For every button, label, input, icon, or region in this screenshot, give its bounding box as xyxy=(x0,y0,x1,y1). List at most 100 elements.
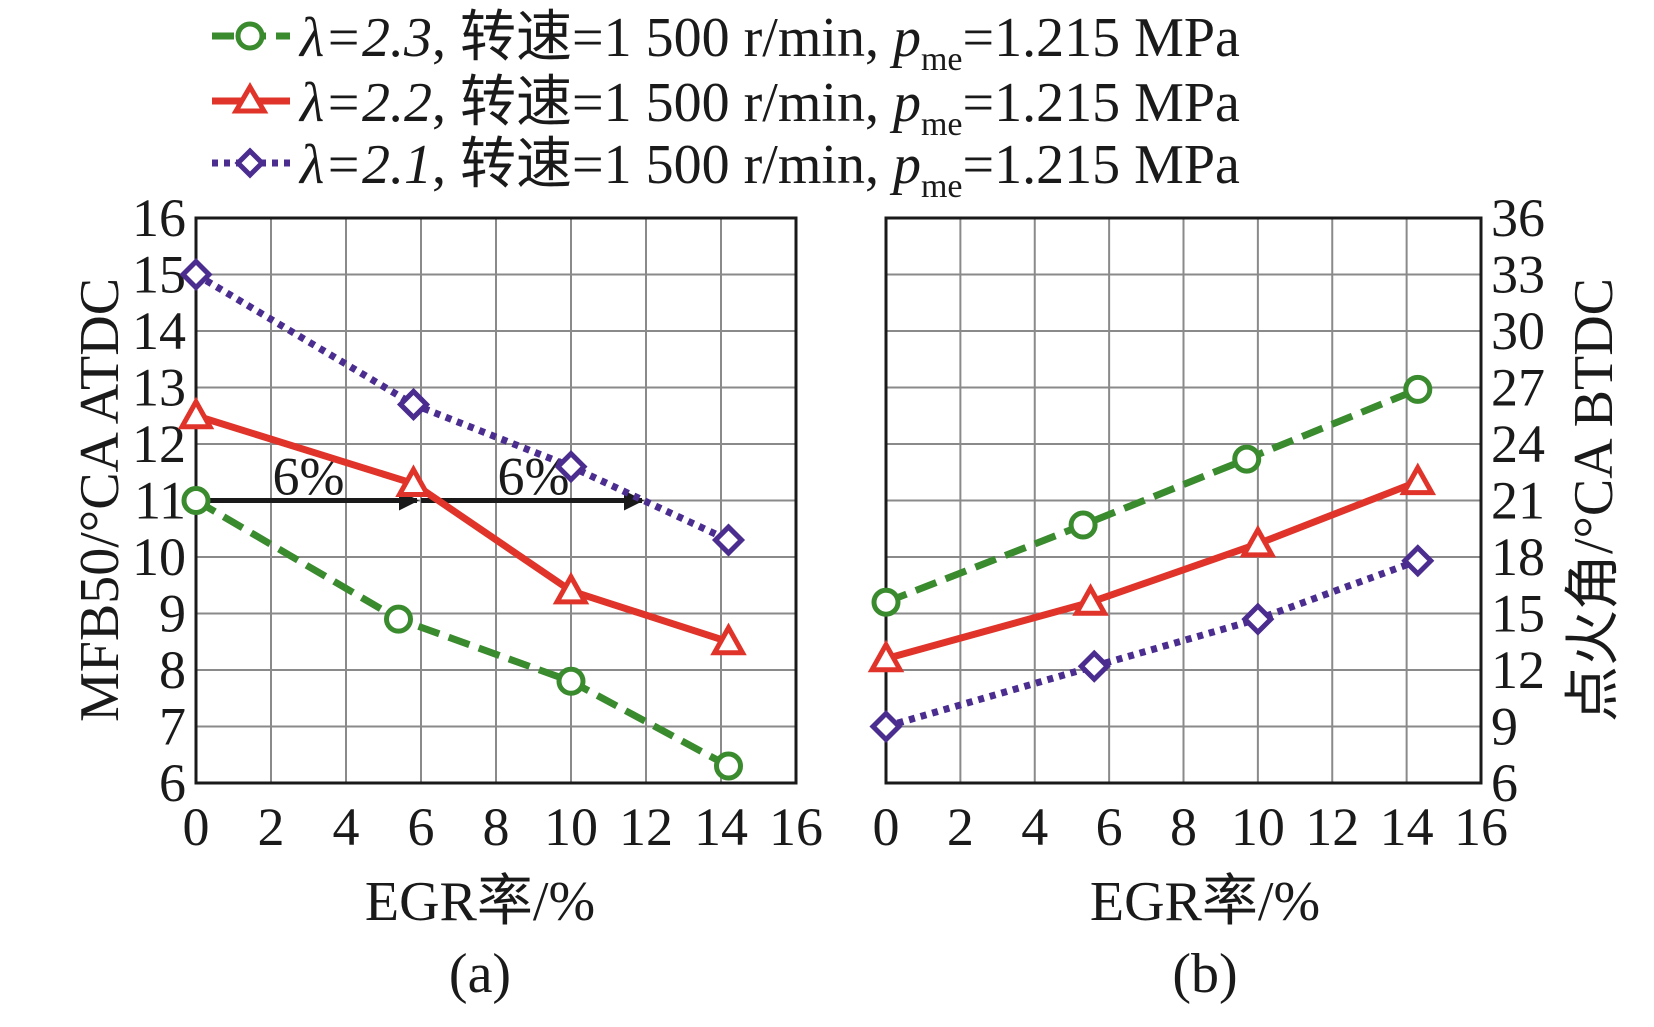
x-tick-label: 16 xyxy=(1454,797,1508,857)
x-tick-label: 16 xyxy=(769,797,823,857)
series-line xyxy=(194,497,731,770)
legend-diamond-marker xyxy=(234,147,266,179)
x-tick-label: 6 xyxy=(408,797,435,857)
panel-b-ylabel: 点火角/°CA BTDC xyxy=(1563,278,1625,722)
y-tick-label: 6 xyxy=(159,753,186,813)
y-tick-label: 6 xyxy=(1491,753,1518,813)
y-tick-label: 11 xyxy=(134,471,186,531)
series-line xyxy=(884,386,1420,606)
data-point xyxy=(869,709,903,744)
x-tick-label: 12 xyxy=(619,797,673,857)
data-point xyxy=(396,387,431,421)
data-point xyxy=(1232,444,1262,474)
panel-b-grid xyxy=(886,218,1481,783)
y-tick-label: 27 xyxy=(1491,358,1545,418)
data-point xyxy=(710,622,747,656)
x-tick-label: 4 xyxy=(1021,797,1048,857)
x-tick-label: 0 xyxy=(183,797,210,857)
panel-b-xlabel: EGR率/% xyxy=(1090,871,1320,933)
y-tick-label: 24 xyxy=(1491,414,1545,474)
y-tick-label: 30 xyxy=(1491,301,1545,361)
annotation-label: 6% xyxy=(498,447,570,507)
y-tick-label: 16 xyxy=(132,188,186,248)
panel-a-label: (a) xyxy=(449,943,511,1005)
y-tick-label: 14 xyxy=(132,301,186,361)
legend-triangle-marker xyxy=(231,82,269,114)
panel-a-xlabel: EGR率/% xyxy=(365,871,595,933)
y-tick-label: 8 xyxy=(159,640,186,700)
legend-label: λ=2.3, 转速=1 500 r/min, pme=1.215 MPa xyxy=(298,7,1240,78)
panel-b-frame xyxy=(884,216,1483,785)
legend-entry-lambda-2-3: λ=2.3, 转速=1 500 r/min, pme=1.215 MPa xyxy=(212,7,1240,78)
data-point xyxy=(1068,510,1098,540)
data-point xyxy=(711,523,746,557)
series-line xyxy=(885,557,1419,730)
y-tick-label: 12 xyxy=(132,414,186,474)
y-tick-label: 9 xyxy=(1491,697,1518,757)
data-point xyxy=(395,464,432,498)
y-tick-label: 18 xyxy=(1491,527,1545,587)
x-tick-label: 10 xyxy=(1231,797,1285,857)
data-point xyxy=(177,396,215,430)
x-tick-label: 2 xyxy=(258,797,285,857)
y-tick-label: 10 xyxy=(132,527,186,587)
data-point xyxy=(384,604,413,634)
data-point xyxy=(554,450,588,484)
x-tick-label: 2 xyxy=(947,797,974,857)
x-tick-label: 14 xyxy=(694,797,748,857)
x-tick-label: 4 xyxy=(333,797,360,857)
data-point xyxy=(556,666,586,696)
x-tick-label: 14 xyxy=(1380,797,1434,857)
data-point xyxy=(179,257,213,292)
panel-b-label: (b) xyxy=(1172,943,1237,1005)
y-tick-label: 21 xyxy=(1491,471,1545,531)
data-point xyxy=(871,587,901,617)
legend-entry-lambda-2-1: λ=2.1, 转速=1 500 r/min, pme=1.215 MPa xyxy=(212,134,1240,205)
y-tick-label: 36 xyxy=(1491,188,1545,248)
series-λ=2.2 xyxy=(867,462,1437,673)
panel-b-series xyxy=(867,374,1437,744)
data-point xyxy=(714,751,743,781)
data-point xyxy=(867,639,905,673)
y-tick-label: 33 xyxy=(1491,245,1545,305)
x-tick-label: 6 xyxy=(1096,797,1123,857)
y-tick-label: 13 xyxy=(132,358,186,418)
series-λ=2.3 xyxy=(871,374,1433,617)
data-point xyxy=(1077,649,1111,683)
data-point xyxy=(1399,462,1437,496)
series-line xyxy=(194,412,730,646)
series-λ=2.1 xyxy=(179,257,746,557)
data-point xyxy=(1241,602,1275,636)
data-point xyxy=(552,571,590,605)
y-tick-label: 15 xyxy=(132,245,186,305)
legend-label: λ=2.2, 转速=1 500 r/min, pme=1.215 MPa xyxy=(298,72,1240,143)
legend-label: λ=2.1, 转速=1 500 r/min, pme=1.215 MPa xyxy=(298,134,1240,205)
y-tick-label: 12 xyxy=(1491,640,1545,700)
x-tick-label: 10 xyxy=(544,797,598,857)
legend-circle-marker xyxy=(235,21,265,51)
x-tick-label: 8 xyxy=(483,797,510,857)
y-tick-label: 15 xyxy=(1491,584,1545,644)
y-tick-label: 9 xyxy=(159,584,186,644)
panel-a-series xyxy=(177,257,747,781)
series-λ=2.3 xyxy=(181,486,743,781)
panel-a-grid xyxy=(196,218,796,783)
data-point xyxy=(1401,544,1435,578)
legend: λ=2.3, 转速=1 500 r/min, pme=1.215 MPa λ=2… xyxy=(212,7,1240,205)
series-line xyxy=(194,271,730,544)
x-tick-label: 12 xyxy=(1305,797,1359,857)
data-point xyxy=(1403,374,1433,404)
series-line xyxy=(885,478,1420,663)
legend-entry-lambda-2-2: λ=2.2, 转速=1 500 r/min, pme=1.215 MPa xyxy=(212,72,1240,143)
series-λ=2.1 xyxy=(869,544,1435,744)
x-tick-label: 8 xyxy=(1170,797,1197,857)
y-tick-label: 7 xyxy=(159,697,186,757)
x-tick-label: 0 xyxy=(873,797,900,857)
data-point xyxy=(1072,583,1109,616)
series-λ=2.2 xyxy=(177,396,747,656)
